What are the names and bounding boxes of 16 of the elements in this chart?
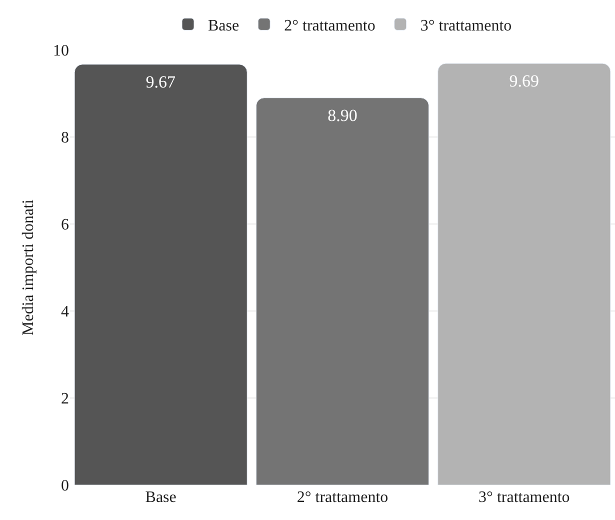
- data-label: 8.90: [328, 106, 358, 125]
- x-tick-label: 2° trattamento: [296, 489, 388, 506]
- y-tick-label: 8: [61, 130, 69, 147]
- y-tick-label: 4: [61, 304, 69, 321]
- legend-label: Base: [208, 17, 240, 34]
- y-axis-title: Media importi donati: [20, 198, 37, 336]
- y-tick-label: 6: [61, 216, 69, 234]
- legend-label: 3° trattamento: [420, 17, 512, 34]
- data-label: 9.67: [146, 72, 176, 92]
- y-tick-label: 2: [61, 390, 69, 408]
- legend-label: 2° trattamento: [284, 17, 376, 34]
- y-tick-label: 0: [61, 478, 69, 495]
- data-label: 9.69: [509, 71, 540, 90]
- x-tick-label: 3° trattamento: [478, 489, 570, 506]
- y-tick-label: 10: [53, 42, 69, 60]
- x-tick-label: Base: [145, 489, 176, 506]
